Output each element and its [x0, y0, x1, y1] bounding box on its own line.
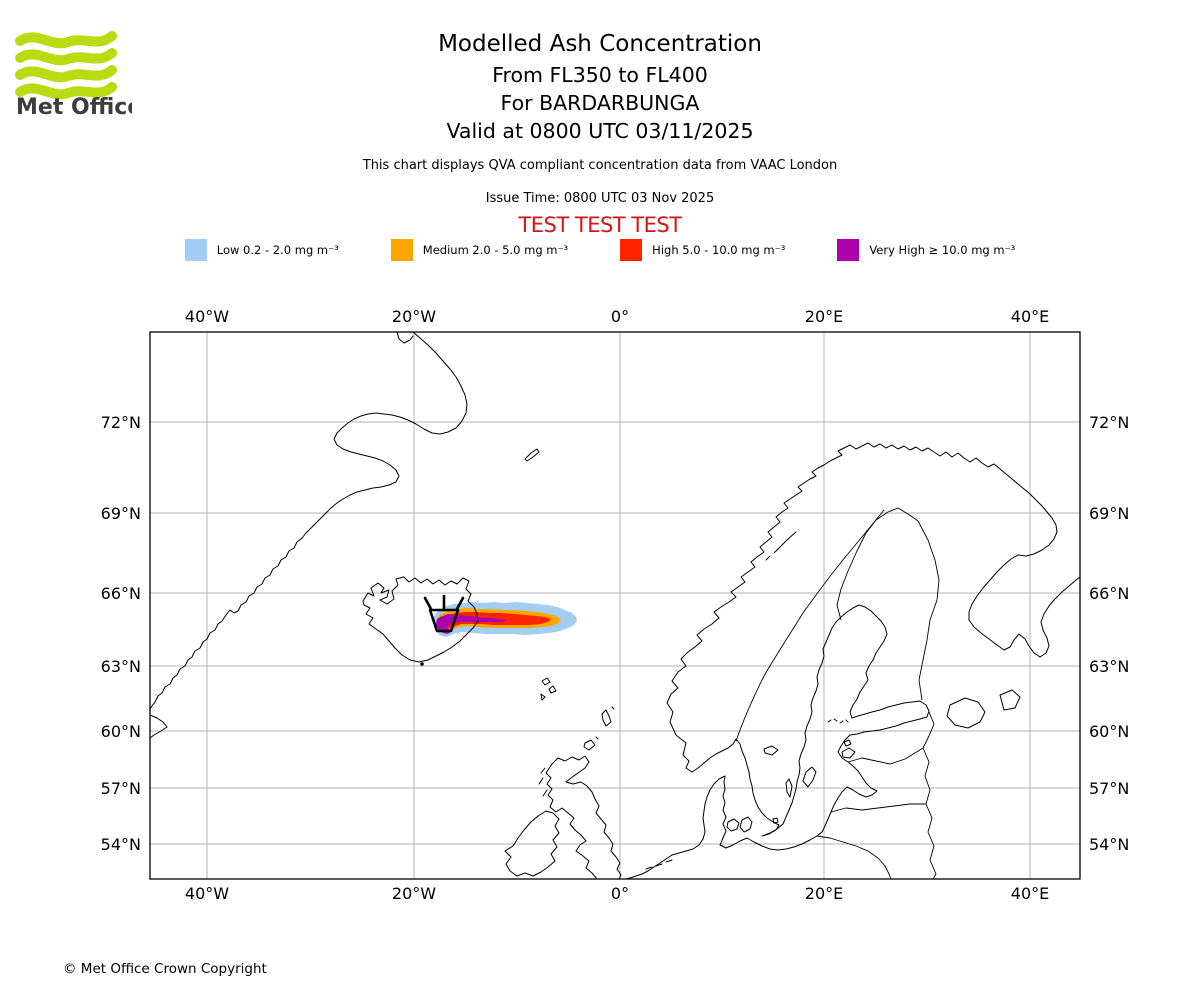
concentration-legend: Low 0.2 - 2.0 mg m⁻³ Medium 2.0 - 5.0 mg…: [0, 239, 1200, 261]
legend-label-high: High 5.0 - 10.0 mg m⁻³: [652, 243, 786, 257]
legend-swatch-low: [184, 239, 207, 261]
border-norway-finland: [875, 507, 919, 522]
subtitle-valid-time: Valid at 0800 UTC 03/11/2025: [446, 119, 754, 143]
lat-label: 69°N: [101, 504, 141, 523]
lat-label: 54°N: [1089, 835, 1129, 854]
lat-label: 69°N: [1089, 504, 1129, 523]
lat-label: 60°N: [1089, 722, 1129, 741]
legend-item-low: Low 0.2 - 2.0 mg m⁻³: [184, 239, 339, 261]
lat-label: 63°N: [1089, 657, 1129, 676]
border-norway-sweden: [735, 509, 885, 742]
lon-label: 40°W: [185, 307, 229, 326]
lat-label: 57°N: [1089, 779, 1129, 798]
coastline-norway-kola: [666, 442, 1081, 773]
lon-label: 40°E: [1011, 884, 1049, 903]
border-sweden-finland: [836, 519, 877, 621]
longitude-labels-bottom: 40°W 20°W 0° 20°E 40°E: [185, 884, 1049, 903]
border-lithuania-belarus: [925, 803, 937, 880]
coastline-lake-onega: [999, 689, 1021, 711]
copyright-notice: © Met Office Crown Copyright: [63, 961, 267, 977]
lon-label: 0°: [611, 307, 629, 326]
coastline-hebrides: [538, 767, 548, 797]
page-title: Modelled Ash Concentration: [438, 31, 762, 57]
graticule-gridlines: [150, 332, 1080, 879]
lat-label: 72°N: [101, 413, 141, 432]
coastline-lofoten: [765, 531, 797, 561]
coastline-lake-vanern: [763, 745, 779, 756]
coastline-gotland: [802, 766, 817, 788]
subtitle-flight-levels: From FL350 to FL400: [492, 63, 708, 87]
coastline-orkney: [583, 736, 599, 751]
legend-swatch-medium: [390, 239, 413, 261]
coastline-bornholm: [772, 817, 779, 824]
test-banner: TEST TEST TEST: [518, 213, 682, 237]
lat-label: 60°N: [101, 722, 141, 741]
legend-item-medium: Medium 2.0 - 5.0 mg m⁻³: [390, 239, 569, 261]
lat-label: 63°N: [101, 657, 141, 676]
legend-label-very-high: Very High ≥ 10.0 mg m⁻³: [869, 243, 1016, 257]
lat-label: 66°N: [101, 584, 141, 603]
subtitle-volcano: For BARDARBUNGA: [500, 91, 700, 115]
lon-label: 0°: [611, 884, 629, 903]
coastline-jan-mayen: [524, 448, 540, 462]
coastline-vestmannaeyjar-islet: [420, 662, 424, 666]
border-latvia-russia: [922, 747, 931, 805]
issue-time: Issue Time: 0800 UTC 03 Nov 2025: [485, 191, 715, 206]
legend-label-low: Low 0.2 - 2.0 mg m⁻³: [216, 243, 339, 257]
title-block: Modelled Ash Concentration From FL350 to…: [0, 31, 1200, 148]
coastline-shetland: [601, 706, 615, 727]
coastline-oland: [785, 778, 793, 798]
plume-very-high-polygon: [436, 614, 506, 634]
legend-item-high: High 5.0 - 10.0 mg m⁻³: [620, 239, 785, 261]
met-office-logo-text: Met Office: [16, 95, 132, 120]
coastline-great-britain: [545, 755, 622, 880]
ash-plume: [433, 602, 577, 637]
coastline-frisian-islands: [645, 859, 673, 870]
lon-label: 40°E: [1011, 307, 1049, 326]
legend-swatch-high: [620, 239, 643, 261]
coastline-ireland: [504, 810, 560, 877]
met-office-logo: Met Office: [15, 31, 132, 120]
border-estonia-russia: [922, 711, 935, 749]
coastline-lake-ladoga: [946, 697, 986, 729]
coastline-aland: [827, 718, 849, 724]
border-lithuania-poland: [816, 835, 892, 880]
lon-label: 20°E: [805, 884, 843, 903]
latitude-labels-right: 72°N 69°N 66°N 63°N 60°N 57°N 54°N: [1089, 413, 1129, 854]
coastline-saaremaa: [841, 739, 856, 759]
coastline-baltic: [625, 604, 930, 880]
legend-swatch-very-high: [837, 239, 860, 261]
border-latvia-lithuania: [830, 803, 926, 813]
coastline-danish-islands: [726, 816, 753, 833]
lon-label: 20°W: [392, 884, 436, 903]
lon-label: 20°E: [805, 307, 843, 326]
coastline-greenland: [149, 331, 468, 710]
lat-label: 72°N: [1089, 413, 1129, 432]
country-borders: [735, 507, 940, 880]
lat-label: 57°N: [101, 779, 141, 798]
lat-label: 66°N: [1089, 584, 1129, 603]
coastlines: [149, 331, 1081, 880]
coastline-faroes: [540, 677, 557, 701]
border-estonia-latvia: [847, 747, 924, 765]
coastline-iceland: [362, 576, 479, 663]
longitude-labels-top: 40°W 20°W 0° 20°E 40°E: [185, 307, 1049, 326]
volcano-eruption-icon: [423, 594, 465, 633]
border-finland-russia: [917, 520, 940, 701]
lon-label: 20°W: [392, 307, 436, 326]
map-frame: [149, 331, 1081, 880]
lat-label: 54°N: [101, 835, 141, 854]
coastline-greenland-south-tip: [149, 714, 168, 739]
coastline-greenland-fjord: [396, 331, 414, 344]
latitude-labels-left: 72°N 69°N 66°N 63°N 60°N 57°N 54°N: [101, 413, 141, 854]
qva-note: This chart displays QVA compliant concen…: [362, 158, 838, 173]
legend-item-very-high: Very High ≥ 10.0 mg m⁻³: [837, 239, 1015, 261]
legend-label-medium: Medium 2.0 - 5.0 mg m⁻³: [422, 243, 569, 257]
lon-label: 40°W: [185, 884, 229, 903]
met-office-waves-icon: [15, 31, 117, 100]
